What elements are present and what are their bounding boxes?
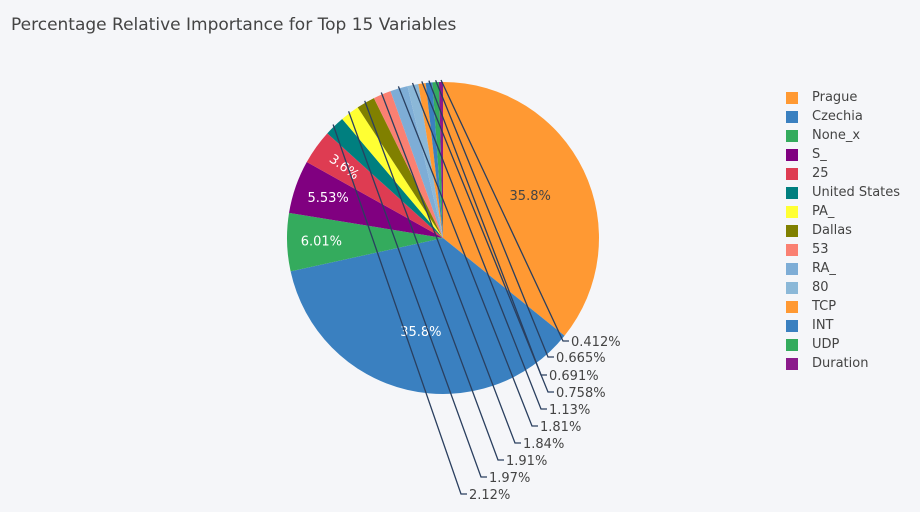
pie-label-53: 1.84% bbox=[523, 437, 564, 452]
pie-slice-united-states[interactable] bbox=[327, 118, 443, 238]
pie-leader-tcp bbox=[421, 81, 554, 393]
legend-swatch bbox=[786, 338, 798, 351]
pie-leader-duration bbox=[440, 79, 569, 342]
legend-label: None_x bbox=[812, 128, 861, 143]
legend-item-ra[interactable]: RA_ bbox=[786, 259, 900, 278]
legend-label: 25 bbox=[812, 166, 829, 181]
pie-slice-int[interactable] bbox=[425, 82, 443, 238]
pie-slice-s[interactable] bbox=[289, 161, 443, 238]
legend-item-united-states[interactable]: United States bbox=[786, 183, 900, 202]
legend-item-czechia[interactable]: Czechia bbox=[786, 107, 900, 126]
legend-item-int[interactable]: INT bbox=[786, 316, 900, 335]
pie-label-prague: 35.8% bbox=[510, 189, 551, 204]
legend-label: S_ bbox=[812, 147, 827, 162]
pie-label-s: 5.53% bbox=[307, 191, 348, 206]
pie-label-duration: 0.412% bbox=[571, 335, 621, 350]
pie-slice-80[interactable] bbox=[407, 83, 444, 239]
legend-label: United States bbox=[812, 185, 901, 200]
pie-label-united-states: 2.12% bbox=[469, 488, 510, 503]
legend-label: RA_ bbox=[812, 261, 836, 276]
legend-item-pa[interactable]: PA_ bbox=[786, 202, 900, 221]
pie-label-none-x: 6.01% bbox=[301, 234, 342, 249]
legend-label: UDP bbox=[812, 337, 840, 352]
pie-label-pa: 1.97% bbox=[489, 471, 530, 486]
pie-leader-53 bbox=[380, 92, 521, 444]
legend-item-dallas[interactable]: Dallas bbox=[786, 221, 900, 240]
legend-label: Prague bbox=[812, 90, 858, 105]
legend-swatch bbox=[786, 129, 798, 142]
pie-leader-ra bbox=[397, 86, 538, 427]
pie-leader-udp bbox=[434, 79, 554, 358]
legend-swatch bbox=[786, 357, 798, 370]
legend-swatch bbox=[786, 110, 798, 123]
legend-item-duration[interactable]: Duration bbox=[786, 354, 900, 373]
legend-label: INT bbox=[812, 318, 834, 333]
pie-label-czechia: 35.8% bbox=[400, 325, 441, 340]
pie-slice-tcp[interactable] bbox=[418, 82, 443, 239]
legend-item-none-x[interactable]: None_x bbox=[786, 126, 900, 145]
legend-label: 80 bbox=[812, 280, 829, 295]
legend-swatch bbox=[786, 91, 798, 104]
pie-slice-pa[interactable] bbox=[342, 107, 443, 238]
pie-slice-czechia[interactable] bbox=[290, 238, 565, 395]
pie-leader-united-states bbox=[332, 124, 467, 495]
pie-leader-pa bbox=[347, 111, 487, 478]
legend-swatch bbox=[786, 148, 798, 161]
pie-slice-ra[interactable] bbox=[390, 86, 443, 238]
legend-swatch bbox=[786, 167, 798, 180]
pie-slices bbox=[287, 81, 599, 395]
pie-slice-prague[interactable] bbox=[443, 82, 599, 336]
legend-swatch bbox=[786, 205, 798, 218]
legend-label: TCP bbox=[812, 299, 837, 314]
legend-item-prague[interactable]: Prague bbox=[786, 88, 900, 107]
pie-label-80: 1.13% bbox=[549, 403, 590, 418]
pie-slice-dallas[interactable] bbox=[357, 98, 443, 238]
legend-label: Czechia bbox=[812, 109, 863, 124]
pie-label-tcp: 0.758% bbox=[556, 386, 606, 401]
legend-label: PA_ bbox=[812, 204, 835, 219]
legend-swatch bbox=[786, 300, 798, 313]
legend-swatch bbox=[786, 262, 798, 275]
pie-label-int: 0.691% bbox=[549, 369, 599, 384]
legend: Prague Czechia None_x S_ 25 United States PA_ D… bbox=[786, 88, 900, 373]
pie-leader-80 bbox=[411, 82, 547, 410]
pie-labels: 35.8%35.8%6.01%5.53%3.6%2.12%1.97%1.91%1… bbox=[301, 79, 621, 503]
legend-label: Dallas bbox=[812, 223, 852, 238]
legend-item-80[interactable]: 80 bbox=[786, 278, 900, 297]
chart-title: Percentage Relative Importance for Top 1… bbox=[11, 15, 457, 35]
legend-swatch bbox=[786, 319, 798, 332]
legend-swatch bbox=[786, 186, 798, 199]
legend-swatch bbox=[786, 281, 798, 294]
legend-item-25[interactable]: 25 bbox=[786, 164, 900, 183]
pie-leader-dallas bbox=[364, 100, 504, 461]
pie-slice-none-x[interactable] bbox=[287, 212, 443, 272]
legend-item-tcp[interactable]: TCP bbox=[786, 297, 900, 316]
pie-label-dallas: 1.91% bbox=[506, 454, 547, 469]
pie-leader-int bbox=[428, 80, 547, 376]
legend-swatch bbox=[786, 224, 798, 237]
legend-item-53[interactable]: 53 bbox=[786, 240, 900, 259]
legend-label: 53 bbox=[812, 242, 829, 257]
pie-label-udp: 0.665% bbox=[556, 351, 606, 366]
pie-label-ra: 1.81% bbox=[540, 420, 581, 435]
legend-item-udp[interactable]: UDP bbox=[786, 335, 900, 354]
legend-swatch bbox=[786, 243, 798, 256]
legend-label: Duration bbox=[812, 356, 869, 371]
pie-slice-udp[interactable] bbox=[432, 82, 443, 238]
pie-slice-duration[interactable] bbox=[438, 81, 443, 239]
legend-item-s[interactable]: S_ bbox=[786, 145, 900, 164]
